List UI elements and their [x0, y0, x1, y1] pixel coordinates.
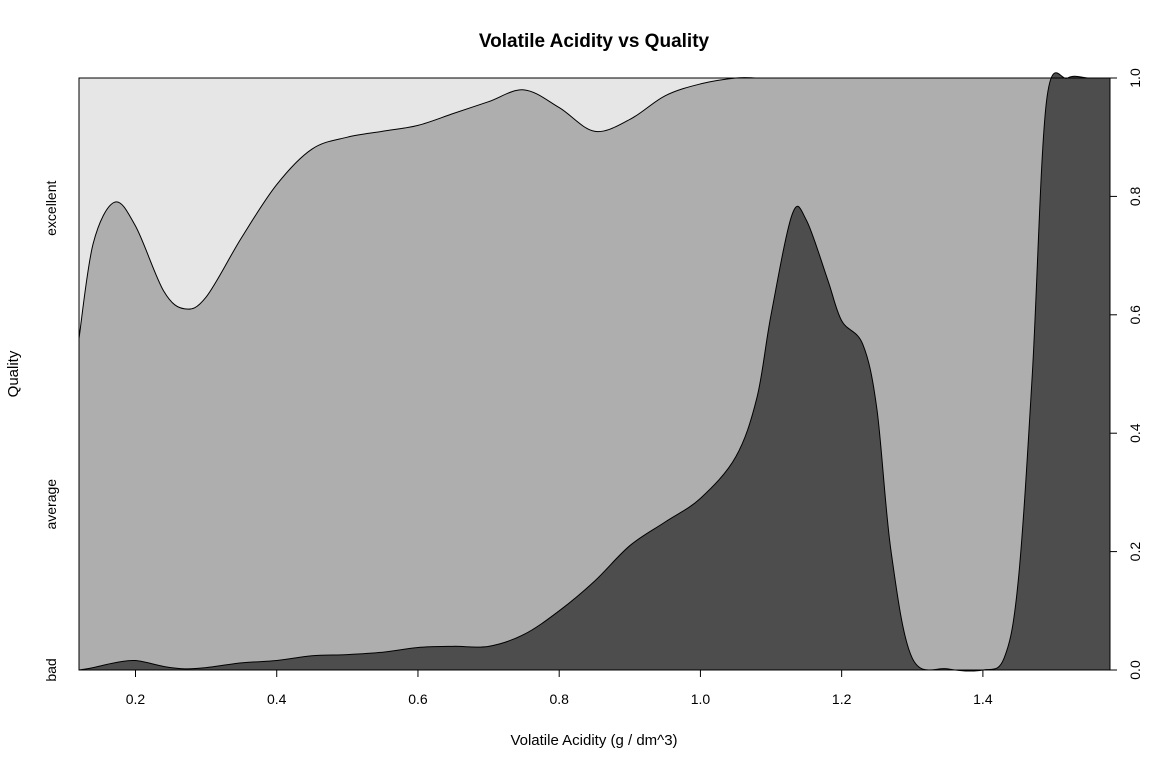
x-axis-label: Volatile Acidity (g / dm^3) [510, 732, 677, 749]
y-tick-label: 0.2 [1127, 542, 1143, 562]
x-tick-label: 0.4 [267, 691, 287, 707]
band-bad [78, 72, 1111, 672]
y-axis-label: Quality [5, 350, 22, 397]
category-label-bad: bad [43, 658, 59, 681]
y-tick-label: 0.0 [1127, 660, 1143, 680]
chart-title: Volatile Acidity vs Quality [479, 31, 710, 52]
y-tick-label: 0.8 [1127, 186, 1143, 206]
x-tick-label: 0.6 [408, 691, 428, 707]
y-tick-label: 0.4 [1127, 423, 1143, 443]
y-axis-right: 0.0 0.2 0.4 0.6 0.8 1.0 [1110, 68, 1143, 680]
category-label-average: average [43, 479, 59, 530]
x-tick-label: 0.2 [126, 691, 146, 707]
x-tick-label: 1.0 [691, 691, 711, 707]
plot-area [78, 72, 1111, 672]
x-tick-label: 1.4 [973, 691, 993, 707]
category-label-excellent: excellent [43, 181, 59, 236]
category-labels: bad average excellent [43, 181, 59, 682]
x-tick-label: 0.8 [549, 691, 569, 707]
plot-frame [78, 77, 1111, 671]
y-tick-label: 1.0 [1127, 68, 1143, 88]
x-tick-label: 1.2 [832, 691, 852, 707]
x-axis: 0.2 0.4 0.6 0.8 1.0 1.2 1.4 [126, 670, 993, 707]
y-tick-label: 0.6 [1127, 305, 1143, 325]
